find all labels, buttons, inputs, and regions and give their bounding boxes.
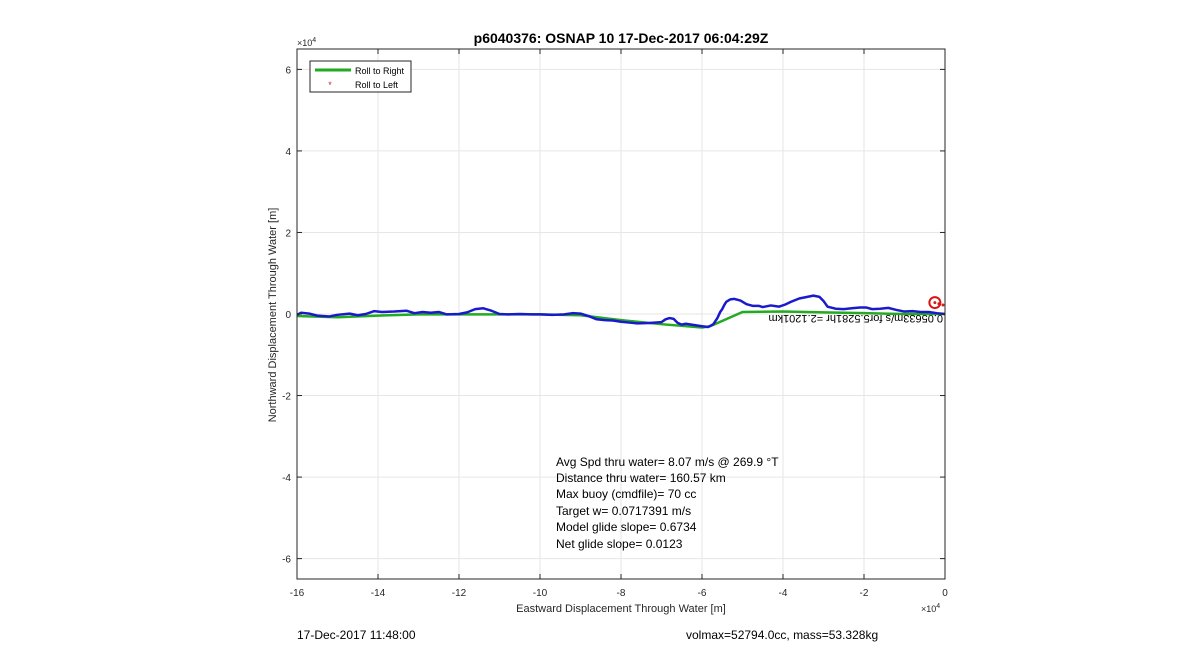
roll-to-left-point [941,303,945,307]
y-tick-label: 2 [285,228,291,239]
grid [296,49,946,579]
y-axis-exponent: ×104 [297,37,316,48]
svg-text:×104: ×104 [921,603,940,614]
x-tick-label: -16 [290,588,305,599]
legend-label-roll-left: Roll to Left [355,80,399,90]
roll-to-left-point [933,301,937,305]
flipped-drift-text: 0.05633m/s for5.5281hr =2.1201km [768,312,943,324]
max-buoy-text: Max buoy (cmdfile)= 70 cc [556,487,696,501]
distance-text: Distance thru water= 160.57 km [556,471,726,485]
legend-label-roll-right: Roll to Right [355,66,405,76]
x-tick-label: -2 [860,588,869,599]
y-tick-label: -2 [282,392,291,403]
target-w-text: Target w= 0.0717391 m/s [556,504,691,518]
chart-title: p6040376: OSNAP 10 17-Dec-2017 06:04:29Z [474,30,769,46]
y-tick-label: -4 [282,473,291,484]
x-axis-exponent: ×104 [921,603,940,614]
series-layer [296,294,946,329]
x-tick-label: -6 [698,588,707,599]
y-tick-label: 4 [285,147,291,158]
y-tick-label: 6 [285,65,291,76]
y-axis-label: Northward Displacement Through Water [m] [267,208,279,423]
x-tick-label: -12 [452,588,467,599]
stats-annotation: Avg Spd thru water= 8.07 m/s @ 269.9 °T … [556,455,779,551]
legend-box [309,60,412,93]
x-axis-label: Eastward Displacement Through Water [m] [516,603,726,615]
avg-speed-text: Avg Spd thru water= 8.07 m/s @ 269.9 °T [556,455,779,469]
x-tick-label: -4 [779,588,788,599]
legend-swatch-roll-left: * [328,80,332,90]
x-tick-label: 0 [942,588,948,599]
footer-summary: volmax=52794.0cc, mass=53.328kg [686,628,879,642]
start-marker [928,296,942,310]
y-tick-label: 0 [285,310,291,321]
svg-text:×104: ×104 [297,37,316,48]
footer-timestamp: 17-Dec-2017 11:48:00 [297,628,416,642]
model-glide-text: Model glide slope= 0.6734 [556,520,697,534]
x-tick-label: -10 [533,588,548,599]
ticks: -16 -14 -12 -10 -8 -6 -4 -2 0 -6 -4 -2 0 2 4 6 [282,49,948,599]
x-tick-label: -8 [617,588,626,599]
x-tick-label: -14 [371,588,386,599]
net-glide-text: Net glide slope= 0.0123 [556,537,683,551]
y-tick-label: -6 [282,555,291,566]
legend: Roll to Right * Roll to Left [309,60,412,93]
series-line-trajectory [296,294,946,329]
